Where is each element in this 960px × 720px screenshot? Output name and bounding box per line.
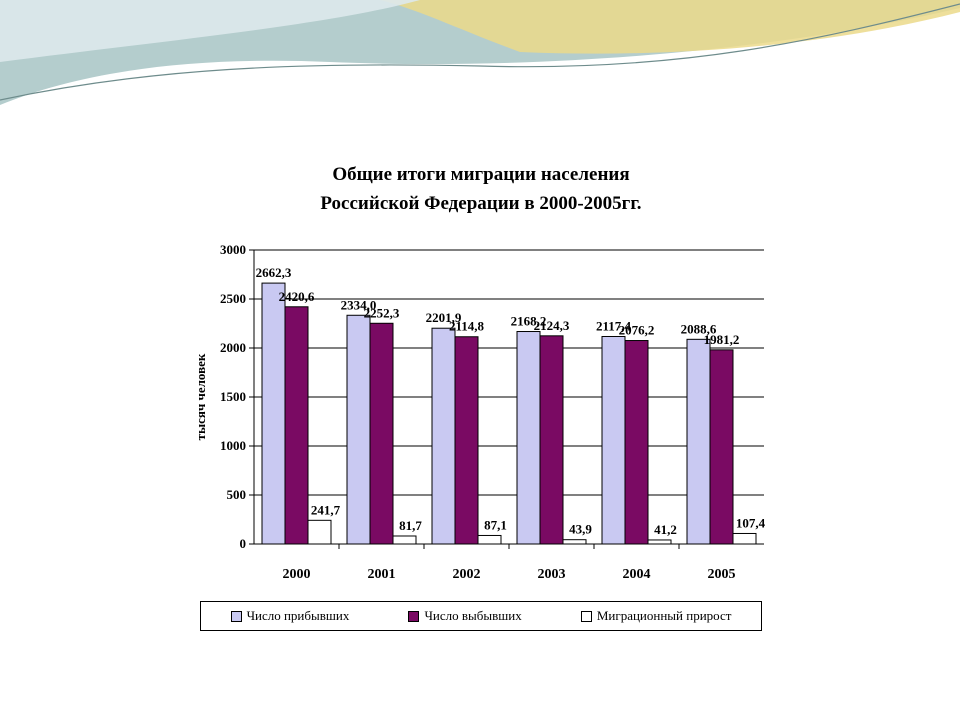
chart-title: Общие итоги миграции населения (332, 164, 630, 185)
x-tick-label-2004: 2004 (623, 567, 651, 582)
y-tick-label: 3000 (220, 242, 246, 257)
data-label-departures-2000: 2420,6 (279, 289, 315, 304)
bar-growth-2003 (562, 539, 587, 545)
grid-lines (254, 249, 764, 496)
data-label-arrivals-2001: 2334,0 (341, 297, 377, 312)
x-tick-label-2002: 2002 (453, 567, 481, 582)
legend-label-departures: Число выбывших (424, 608, 522, 623)
x-tick-label-2005: 2005 (708, 567, 736, 582)
x-tick-label-2000: 2000 (283, 567, 311, 582)
bar-departures-2005 (709, 349, 734, 545)
banner-wave-accent (380, 0, 960, 54)
data-label-arrivals-2005: 2088,6 (681, 321, 717, 336)
legend-swatch-growth (580, 610, 592, 622)
data-label-growth-2003: 43,9 (569, 522, 592, 537)
bar-departures-2000 (284, 306, 309, 545)
data-label-growth-2000: 241,7 (311, 502, 341, 517)
y-tick-label: 500 (227, 487, 247, 502)
banner-wave-light (0, 0, 420, 62)
y-tick-label: 0 (240, 536, 247, 551)
bar-arrivals-2005 (686, 338, 711, 545)
bar-departures-2003 (539, 335, 564, 545)
slide-banner-decoration (0, 0, 960, 105)
y-tick-label: 2000 (220, 340, 246, 355)
legend-item-departures: Число выбывших (408, 608, 522, 624)
y-tick-label: 2500 (220, 291, 246, 306)
legend-label-growth: Миграционный прирост (596, 608, 732, 623)
legend-label-arrivals: Число прибывших (246, 608, 350, 623)
x-tick-label-2003: 2003 (538, 567, 566, 582)
x-tick-label-2001: 2001 (368, 567, 396, 582)
bar-arrivals-2001 (346, 314, 371, 545)
banner-line (0, 3, 960, 101)
data-label-growth-2005: 107,4 (736, 515, 766, 530)
data-label-arrivals-2004: 2117,4 (596, 318, 632, 333)
chart-legend: Число прибывших Число выбывших Миграцион… (200, 601, 762, 631)
data-label-growth-2004: 41,2 (654, 522, 677, 537)
bar-growth-2001 (392, 535, 417, 545)
bar-departures-2004 (624, 340, 649, 545)
bar-growth-2005 (732, 532, 757, 545)
bar-arrivals-2002 (431, 327, 456, 545)
bar-growth-2000 (307, 519, 332, 545)
data-label-arrivals-2002: 2201,9 (426, 310, 462, 325)
data-label-arrivals-2000: 2662,3 (256, 265, 292, 280)
legend-swatch-arrivals (230, 610, 242, 622)
axes: 0 500 1000 1500 2000 2500 3000 тысяч человек 200… (193, 242, 764, 582)
chart-container: Общие итоги миграции населения Российско… (186, 152, 776, 642)
data-label-departures-2001: 2252,3 (364, 305, 400, 320)
data-label-departures-2004: 2076,2 (619, 323, 655, 338)
data-label-growth-2001: 81,7 (399, 518, 422, 533)
data-label-departures-2002: 2114,8 (449, 319, 485, 334)
y-axis-label: тысяч человек (193, 353, 208, 440)
bar-arrivals-2000 (261, 282, 286, 545)
data-label-growth-2002: 87,1 (484, 517, 507, 532)
legend-item-growth: Миграционный прирост (580, 608, 732, 624)
bar-departures-2001 (369, 322, 394, 545)
bar-growth-2002 (477, 534, 502, 545)
bar-arrivals-2003 (516, 331, 541, 545)
data-labels: 2662,32420,6241,72334,02252,381,72201,92… (256, 265, 766, 537)
legend-swatch-departures (408, 610, 420, 622)
y-tick-label: 1000 (220, 438, 246, 453)
bar-growth-2004 (647, 539, 672, 545)
chart-subtitle: Российской Федерации в 2000-2005гг. (320, 193, 642, 214)
data-label-departures-2003: 2124,3 (534, 318, 570, 333)
bar-departures-2002 (454, 336, 479, 545)
y-tick-label: 1500 (220, 389, 246, 404)
bar-chart: 2662,32420,6241,72334,02252,381,72201,92… (193, 242, 766, 582)
legend-item-arrivals: Число прибывших (230, 608, 350, 624)
data-label-arrivals-2003: 2168,2 (511, 314, 547, 329)
data-label-departures-2005: 1981,2 (704, 332, 740, 347)
bar-arrivals-2004 (601, 335, 626, 545)
